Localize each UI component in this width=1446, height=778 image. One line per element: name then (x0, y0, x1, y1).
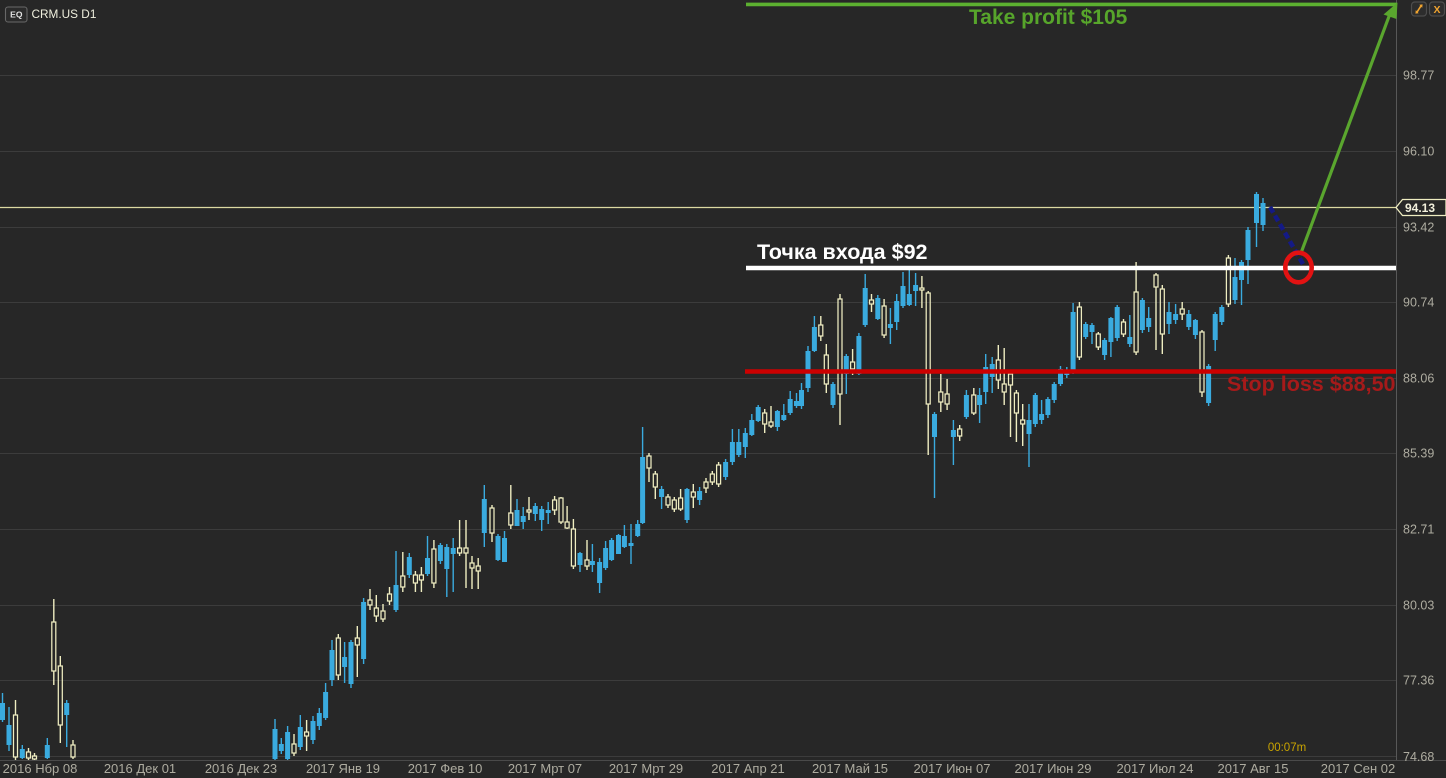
svg-text:Точка входа $92: Точка входа $92 (757, 240, 928, 264)
svg-text:00:07m: 00:07m (1268, 742, 1306, 754)
svg-text:CRM.US D1: CRM.US D1 (32, 7, 97, 21)
svg-text:2016 Дек 01: 2016 Дек 01 (104, 761, 176, 776)
svg-text:85.39: 85.39 (1403, 446, 1434, 460)
svg-text:96.10: 96.10 (1403, 144, 1434, 158)
svg-text:80.03: 80.03 (1403, 598, 1434, 612)
svg-text:98.77: 98.77 (1403, 68, 1434, 82)
svg-text:2017 Янв 19: 2017 Янв 19 (306, 761, 380, 776)
svg-text:2017 Фев 10: 2017 Фев 10 (408, 761, 483, 776)
svg-text:Take profit $105: Take profit $105 (969, 6, 1128, 29)
svg-text:90.74: 90.74 (1403, 295, 1434, 309)
svg-text:2017 Авг 15: 2017 Авг 15 (1218, 761, 1289, 776)
svg-text:2017 Май 15: 2017 Май 15 (812, 761, 888, 776)
svg-text:88.06: 88.06 (1403, 371, 1434, 385)
svg-text:74.68: 74.68 (1403, 750, 1434, 764)
svg-text:2017 Мрт 29: 2017 Мрт 29 (609, 761, 683, 776)
svg-text:2017 Сен 02: 2017 Сен 02 (1321, 761, 1395, 776)
svg-text:93.42: 93.42 (1403, 220, 1434, 234)
svg-text:2017 Апр 21: 2017 Апр 21 (711, 761, 785, 776)
svg-text:2017 Мрт 07: 2017 Мрт 07 (508, 761, 582, 776)
svg-text:2016 Дек 23: 2016 Дек 23 (205, 761, 277, 776)
svg-text:Stop loss $88,50: Stop loss $88,50 (1227, 372, 1396, 396)
svg-text:2016 Нбр 08: 2016 Нбр 08 (3, 761, 78, 776)
svg-text:82.71: 82.71 (1403, 522, 1434, 536)
svg-text:94.13: 94.13 (1405, 201, 1435, 215)
svg-text:X: X (1433, 4, 1440, 16)
svg-text:2017 Июл 24: 2017 Июл 24 (1117, 761, 1194, 776)
svg-text:EQ: EQ (10, 10, 23, 20)
svg-text:2017 Июн 29: 2017 Июн 29 (1015, 761, 1092, 776)
svg-text:2017 Июн 07: 2017 Июн 07 (914, 761, 991, 776)
svg-text:77.36: 77.36 (1403, 673, 1434, 687)
